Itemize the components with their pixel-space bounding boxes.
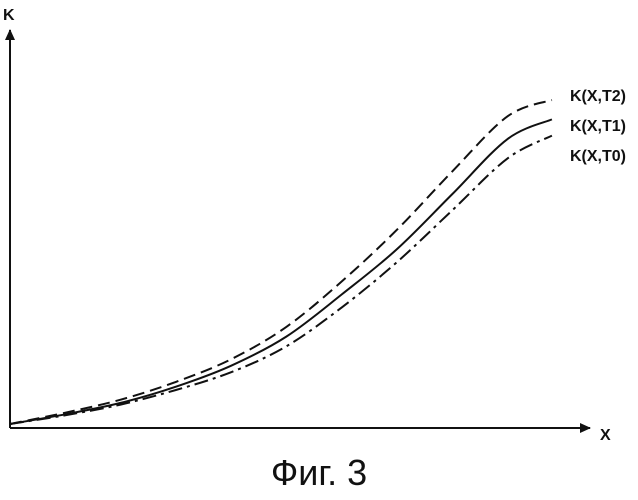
figure-caption: Фиг. 3 xyxy=(0,455,638,491)
series-label-layer: K(X,T2) K(X,T1) K(X,T0) xyxy=(570,88,626,165)
series-line-k-x-t1 xyxy=(10,119,552,424)
series-line-k-x-t2 xyxy=(10,100,552,424)
x-axis-label: X xyxy=(600,427,611,444)
series-line-k-x-t0 xyxy=(10,136,552,424)
series-label-k-x-t1: K(X,T1) xyxy=(570,118,626,135)
series-label-k-x-t2: K(X,T2) xyxy=(570,88,626,105)
y-axis-label: K xyxy=(3,7,15,24)
series-label-k-x-t0: K(X,T0) xyxy=(570,148,626,165)
series-layer xyxy=(10,100,552,424)
chart: K X K(X,T2) K(X,T1) K(X,T0) xyxy=(0,0,638,450)
